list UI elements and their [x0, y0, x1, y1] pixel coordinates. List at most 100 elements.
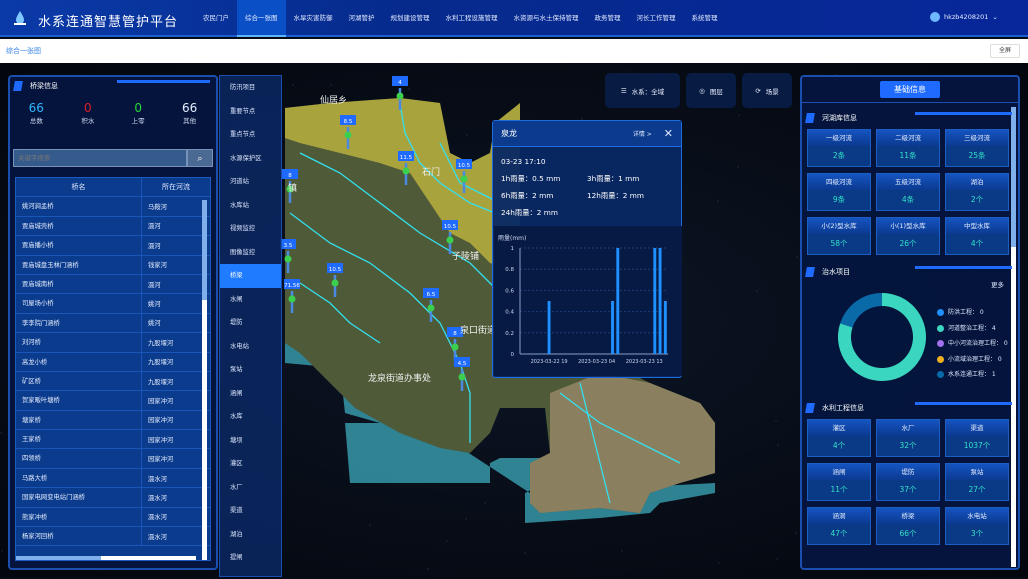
nav-item[interactable]: 水旱灾害防御 — [293, 14, 333, 22]
layer-item[interactable]: 堤防 — [230, 319, 243, 326]
rain-bar[interactable] — [658, 248, 662, 354]
table-row[interactable]: 贾庙城南桥 滠河 — [16, 274, 210, 295]
rain-bar[interactable] — [611, 301, 614, 354]
info-card[interactable]: 泵站 27个 — [945, 463, 1009, 501]
rain-bar[interactable] — [653, 248, 657, 354]
station-marker[interactable]: 71.56 — [284, 279, 300, 313]
station-marker[interactable]: 4.5 — [454, 357, 470, 391]
info-card[interactable]: 中型水库 4个 — [945, 217, 1009, 255]
table-row[interactable]: 熊家冲桥 滠水河 — [16, 507, 210, 528]
info-card[interactable]: 涵闸 11个 — [807, 463, 871, 501]
layer-item[interactable]: 重点节点 — [230, 131, 256, 138]
station-marker[interactable]: 10.5 — [327, 263, 343, 297]
info-card[interactable]: 桥梁 66个 — [876, 507, 940, 545]
table-row[interactable]: 矿区桥 九股堰河 — [16, 371, 210, 392]
layer-item[interactable]: 水源保护区 — [230, 154, 262, 162]
search-button[interactable]: ⌕ — [187, 149, 213, 167]
station-marker[interactable]: 8 — [282, 169, 298, 203]
layer-item[interactable]: 图像监控 — [230, 248, 256, 256]
nav-item[interactable]: 河长工作管理 — [636, 14, 676, 22]
table-row[interactable]: 刘河桥 九股堰河 — [16, 333, 210, 353]
info-card[interactable]: 涵洞 47个 — [807, 507, 871, 545]
table-row[interactable]: 贾庙播小桥 滠河 — [16, 236, 210, 256]
info-card[interactable]: 三级河流 25条 — [945, 129, 1009, 167]
layer-item[interactable]: 塘坝 — [230, 436, 243, 444]
donut-slice[interactable] — [838, 293, 926, 381]
layer-item[interactable]: 防汛项目 — [230, 84, 256, 91]
legend-item[interactable]: 水系连通工程： 1 — [937, 367, 1008, 383]
table-row[interactable]: 高龙小桥 九股堰河 — [16, 352, 210, 372]
table-row[interactable]: 杨家河回桥 滠水河 — [16, 527, 210, 547]
info-card[interactable]: 小(1)型水库 26个 — [876, 217, 940, 255]
layer-item[interactable]: 湖泊 — [230, 530, 243, 538]
layer-item[interactable]: 水电站 — [230, 342, 249, 350]
rain-bar[interactable] — [547, 301, 551, 354]
layer-item[interactable]: 水库 — [230, 413, 243, 420]
table-row[interactable]: 王家桥 园家冲河 — [16, 430, 210, 450]
table-row[interactable]: 塘家桥 园家冲河 — [16, 410, 210, 431]
layer-item[interactable]: 河道站 — [230, 178, 249, 185]
info-card[interactable]: 灌区 4个 — [807, 419, 871, 457]
info-card[interactable]: 五级河流 4条 — [876, 173, 940, 211]
map-button-scene[interactable]: ⟳ 场景 — [742, 73, 792, 108]
table-row[interactable]: 司屋场小桥 姚河 — [16, 294, 210, 314]
vertical-scrollbar[interactable] — [1011, 107, 1016, 567]
table-row[interactable]: 贾庙城壳桥 滠河 — [16, 216, 210, 237]
nav-item[interactable]: 政务管理 — [594, 14, 621, 22]
station-marker[interactable]: 3.5 — [280, 239, 296, 273]
table-row[interactable]: 四领桥 园家冲河 — [16, 449, 210, 469]
table-row[interactable]: 马路大桥 滠水河 — [16, 468, 210, 489]
legend-item[interactable]: 小流域治理工程： 0 — [937, 352, 1008, 368]
station-marker[interactable]: 11.5 — [398, 151, 414, 185]
layer-item[interactable]: 视频监控 — [230, 225, 256, 232]
map-button-layers[interactable]: ☰ 水系：全域 — [605, 73, 680, 108]
map-button-location[interactable]: ◎ 图层 — [686, 73, 736, 108]
station-marker[interactable]: 10.5 — [442, 220, 458, 254]
info-card[interactable]: 水电站 3个 — [945, 507, 1009, 545]
info-card[interactable]: 水厂 32个 — [876, 419, 940, 457]
horizontal-scrollbar[interactable] — [16, 556, 196, 560]
user-menu[interactable]: hkzb4208201 ⌄ — [930, 12, 998, 22]
table-row[interactable]: 姚河涧孟桥 马鞍河 — [16, 197, 210, 217]
nav-item[interactable]: 水利工程设施管理 — [445, 14, 498, 22]
donut-slice[interactable] — [840, 293, 882, 328]
nav-item[interactable]: 农民门户 — [203, 14, 229, 22]
info-card[interactable]: 湖泊 2个 — [945, 173, 1009, 211]
layer-item[interactable]: 泵站 — [230, 366, 243, 373]
station-marker[interactable]: 4 — [392, 76, 408, 110]
table-row[interactable]: 贾庙城盘玉林门涵桥 钱家河 — [16, 255, 210, 275]
station-marker[interactable]: 6.5 — [423, 288, 439, 322]
table-row[interactable]: 国家电网变电站门涵桥 滠水河 — [16, 488, 210, 508]
legend-item[interactable]: 防洪工程： 0 — [937, 305, 1008, 321]
nav-item[interactable]: 规划建设管理 — [390, 14, 430, 22]
layer-item[interactable]: 提闸 — [230, 554, 243, 561]
rain-bar[interactable] — [663, 301, 667, 354]
layer-item[interactable]: 渠道 — [230, 507, 243, 514]
nav-item[interactable]: 水资源与水土保持管理 — [513, 14, 579, 22]
table-row[interactable]: 贺家畈叶塘桥 园家冲河 — [16, 391, 210, 411]
search-input[interactable] — [13, 149, 187, 167]
table-row[interactable]: 李李院门涵桥 姚河 — [16, 313, 210, 334]
layer-item[interactable]: 水库站 — [230, 201, 249, 209]
layer-item[interactable]: 水厂 — [230, 483, 243, 491]
nav-item[interactable]: 系统管理 — [691, 14, 718, 22]
fullscreen-button[interactable]: 全屏 — [990, 44, 1020, 58]
layer-item[interactable]: 桥梁 — [220, 264, 281, 288]
nav-item[interactable]: 河湖管护 — [348, 14, 375, 22]
station-marker[interactable]: 10.5 — [456, 159, 472, 193]
legend-item[interactable]: 中小河流治理工程： 0 — [937, 336, 1008, 352]
vertical-scrollbar[interactable] — [202, 200, 207, 560]
info-card[interactable]: 小(2)型水库 58个 — [807, 217, 871, 255]
layer-item[interactable]: 涵闸 — [230, 389, 243, 397]
info-card[interactable]: 堤防 37个 — [876, 463, 940, 501]
layer-item[interactable]: 水闸 — [230, 295, 243, 303]
legend-item[interactable]: 河道整治工程： 4 — [937, 321, 1008, 337]
breadcrumb[interactable]: 综合一张图 — [6, 47, 41, 55]
layer-item[interactable]: 灌区 — [230, 460, 243, 467]
info-card[interactable]: 二级河流 11条 — [876, 129, 940, 167]
rain-bar[interactable] — [616, 248, 620, 354]
info-card[interactable]: 渠道 1037个 — [945, 419, 1009, 457]
detail-link[interactable]: 详情 > — [632, 131, 652, 138]
layer-item[interactable]: 重要节点 — [230, 107, 256, 115]
more-link[interactable]: 更多 — [991, 281, 1004, 289]
